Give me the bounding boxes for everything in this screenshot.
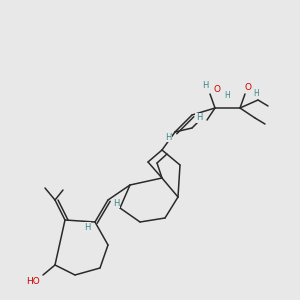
Text: H: H	[224, 91, 230, 100]
Text: H: H	[253, 89, 259, 98]
Text: H: H	[84, 223, 90, 232]
Text: O: O	[244, 83, 251, 92]
Text: H: H	[202, 82, 208, 91]
Text: H: H	[113, 199, 119, 208]
Text: O: O	[214, 85, 220, 94]
Text: HO: HO	[26, 277, 40, 286]
Text: H: H	[196, 113, 202, 122]
Text: H: H	[165, 133, 171, 142]
